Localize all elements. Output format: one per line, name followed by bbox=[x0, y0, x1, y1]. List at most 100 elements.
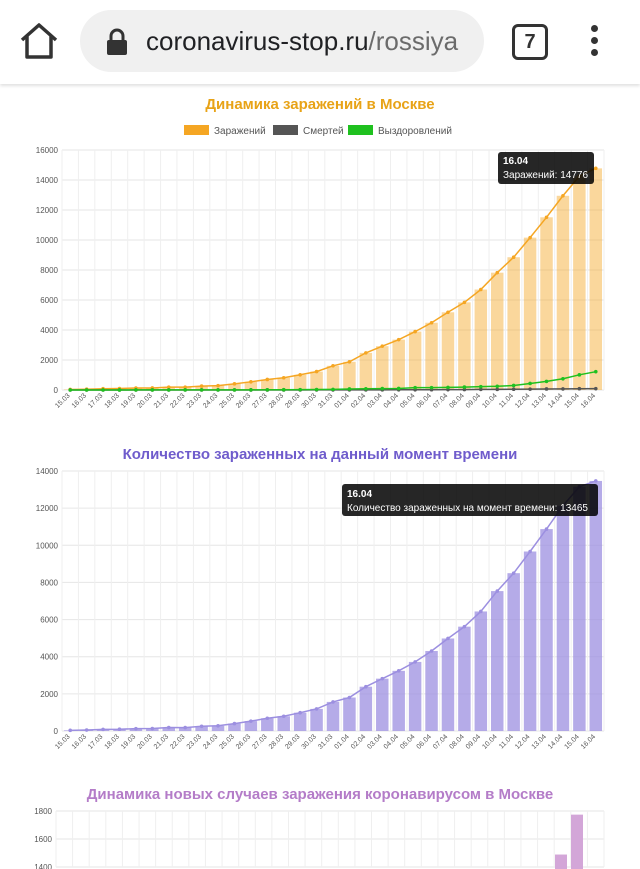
chart2-point bbox=[216, 724, 220, 728]
chart3-ytick-label: 1400 bbox=[34, 863, 52, 869]
chart1-bar bbox=[359, 352, 373, 390]
chart2-point bbox=[199, 724, 204, 729]
chart2-bar bbox=[540, 529, 553, 731]
chart2-xtick-label: 06.04 bbox=[416, 733, 433, 750]
chart1-xtick-label: 28.03 bbox=[268, 392, 285, 409]
chart1-xtick-label: 19.03 bbox=[120, 392, 137, 409]
chart2-ytick-label: 14000 bbox=[36, 467, 59, 476]
chart2-point bbox=[68, 728, 73, 733]
chart2-ytick-label: 12000 bbox=[36, 504, 59, 513]
menu-more-icon[interactable] bbox=[584, 22, 604, 62]
chart1-point bbox=[199, 388, 204, 392]
chart1-point bbox=[166, 388, 171, 392]
chart1-point bbox=[495, 387, 500, 392]
chart2-point bbox=[593, 479, 598, 483]
chart1-bar bbox=[491, 272, 504, 390]
chart2-xtick-label: 13.04 bbox=[531, 733, 548, 750]
chart2-point bbox=[364, 684, 368, 689]
chart1-point bbox=[216, 388, 220, 392]
chart1-xtick-label: 25.03 bbox=[219, 392, 236, 409]
chart2-xtick-label: 07.04 bbox=[432, 733, 449, 750]
chart1-ytick-label: 10000 bbox=[36, 236, 59, 245]
chart1-xtick-label: 03.04 bbox=[366, 392, 383, 409]
chart1-point bbox=[429, 385, 434, 390]
chart2-bar bbox=[589, 480, 603, 731]
chart1-bar bbox=[523, 237, 537, 390]
chart2-xtick-label: 26.03 bbox=[235, 733, 252, 750]
chart1-bar bbox=[458, 302, 471, 390]
chart1-point bbox=[396, 386, 401, 391]
chart2-xtick-label: 17.03 bbox=[87, 733, 104, 750]
chart1-point bbox=[101, 388, 105, 392]
chart1-bar bbox=[310, 371, 323, 390]
chart1-bar bbox=[376, 346, 389, 390]
chart2-bar bbox=[474, 611, 488, 731]
chart1-point bbox=[593, 386, 598, 391]
chart1-bar bbox=[425, 322, 438, 390]
chart2-point bbox=[249, 719, 253, 723]
chart1-point bbox=[84, 388, 89, 392]
chart2-bar bbox=[441, 638, 455, 731]
chart2-xtick-label: 10.04 bbox=[481, 733, 498, 750]
chart1-xtick-label: 24.03 bbox=[202, 392, 219, 409]
chart3-title: Динамика новых случаев заражения коронав… bbox=[86, 786, 554, 803]
chart1-bar bbox=[211, 385, 225, 390]
chart1-bar bbox=[540, 217, 553, 390]
chart2-xtick-label: 15.04 bbox=[563, 733, 580, 750]
chart2-bar bbox=[310, 708, 323, 731]
chart2-xtick-label: 04.04 bbox=[383, 733, 400, 750]
chart3-ytick-label: 1800 bbox=[34, 807, 52, 816]
chart2-bar bbox=[359, 686, 373, 731]
chart1-point bbox=[544, 387, 549, 391]
chart2-xtick-label: 15.03 bbox=[54, 733, 71, 750]
chart1-point bbox=[347, 360, 352, 364]
tab-switcher-button[interactable]: 7 bbox=[512, 24, 548, 60]
chart1-point bbox=[544, 215, 549, 220]
chart1-point bbox=[528, 235, 532, 240]
chart2-point bbox=[298, 710, 302, 715]
chart2-point bbox=[446, 636, 450, 641]
chart1-legend-swatch bbox=[273, 125, 298, 135]
chart2-point bbox=[479, 609, 483, 614]
chart2-point bbox=[413, 660, 417, 664]
chart1-point bbox=[216, 383, 220, 388]
chart1-xtick-label: 04.04 bbox=[383, 392, 400, 409]
chart2-xtick-label: 14.04 bbox=[547, 733, 564, 750]
chart2-xtick-label: 21.03 bbox=[153, 733, 170, 750]
chart1-point bbox=[68, 388, 73, 392]
chart2-xtick-label: 02.04 bbox=[350, 733, 367, 750]
chart1-point bbox=[511, 383, 516, 388]
chart1-point bbox=[479, 287, 483, 292]
chart1-point bbox=[561, 376, 565, 381]
chart2-xtick-label: 25.03 bbox=[219, 733, 236, 750]
chart2-xtick-label: 27.03 bbox=[251, 733, 268, 750]
chart1-xtick-label: 23.03 bbox=[186, 392, 203, 409]
home-icon[interactable] bbox=[18, 20, 60, 62]
chart2-xtick-label: 29.03 bbox=[284, 733, 301, 750]
chart1-bar bbox=[261, 379, 274, 390]
chart1-point bbox=[528, 381, 532, 386]
chart2-bar bbox=[408, 661, 422, 731]
chart1-bar bbox=[408, 331, 422, 390]
chart2-ytick-label: 6000 bbox=[40, 616, 58, 625]
chart2-xtick-label: 11.04 bbox=[498, 733, 515, 750]
chart2-point bbox=[528, 549, 532, 554]
chart1-point bbox=[396, 337, 401, 342]
chart1-ytick-label: 2000 bbox=[40, 356, 58, 365]
chart2-bar bbox=[211, 725, 225, 731]
chart1-bar bbox=[556, 195, 570, 390]
chart1-point bbox=[232, 388, 237, 392]
chart2-point bbox=[462, 624, 467, 629]
chart1-point bbox=[593, 166, 598, 171]
chart1-bar bbox=[573, 176, 586, 390]
chart1-point bbox=[577, 386, 582, 391]
chart2-point bbox=[101, 727, 105, 732]
chart1-bar bbox=[441, 312, 455, 390]
chart1-point bbox=[462, 385, 467, 389]
address-bar[interactable]: coronavirus-stop.ru/rossiya bbox=[80, 10, 484, 72]
chart2-ytick-label: 0 bbox=[54, 727, 59, 736]
chart2-point bbox=[265, 716, 270, 721]
chart1-point bbox=[561, 387, 565, 391]
chart1-legend-label: Смертей bbox=[303, 126, 344, 137]
chart1-point bbox=[134, 388, 138, 392]
